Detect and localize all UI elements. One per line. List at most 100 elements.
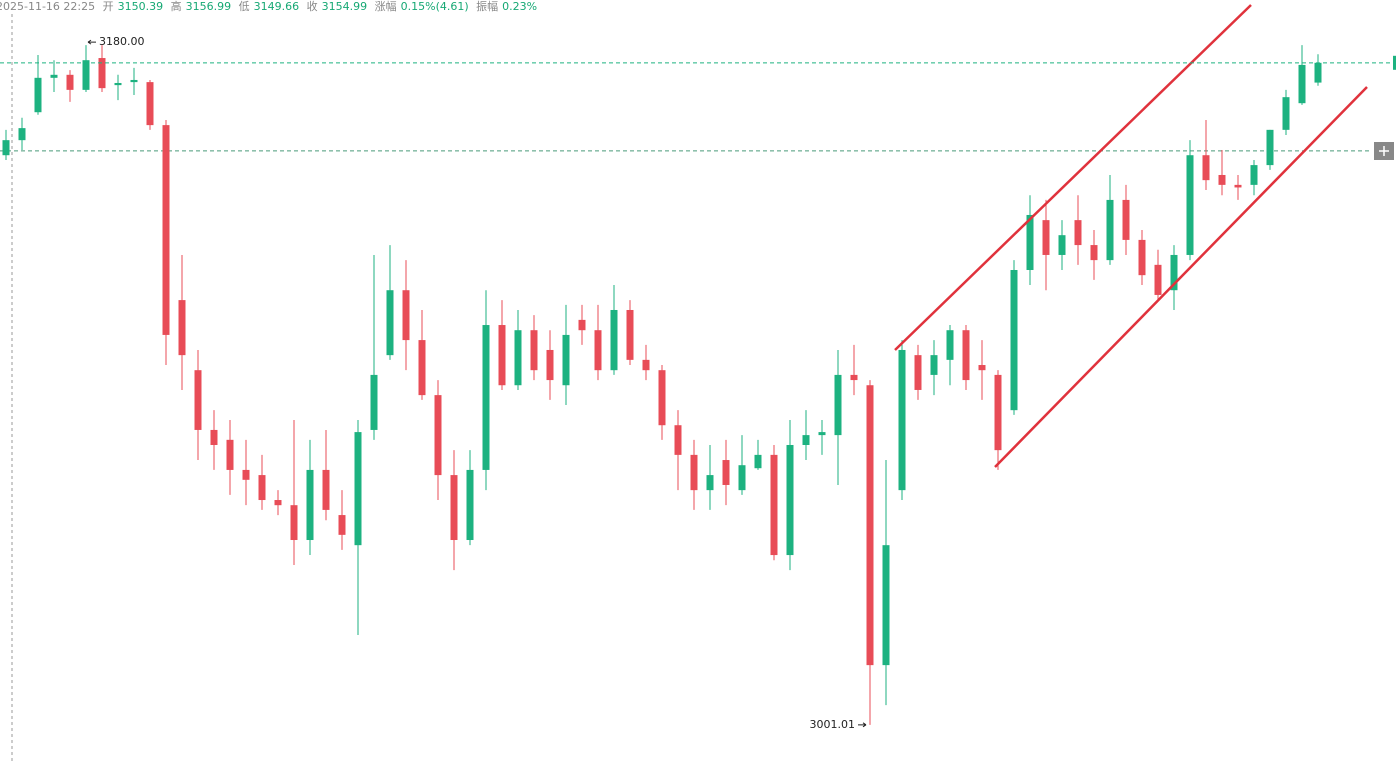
candle-body [754,454,762,469]
candle-body [626,309,634,360]
candle-body [562,334,570,386]
candle-body [1282,97,1290,130]
candles [0,45,1372,725]
candle-body [338,515,346,535]
candle-body [546,349,554,381]
candle-body [370,374,378,430]
candle-body [818,432,826,436]
max-arrow [87,39,96,45]
candle-body [1106,199,1114,261]
close-value: 3154.99 [321,0,368,13]
candle-body [194,370,202,430]
candle-body [1186,155,1194,255]
candle-body [226,439,234,470]
candle-body [706,475,714,491]
candle-body [2,140,10,156]
open-value: 3150.39 [117,0,164,13]
candle-body [82,60,90,90]
candle-body [210,429,218,445]
candle-body [898,349,906,491]
candle-body [1026,214,1034,271]
candle-body [770,454,778,556]
datetime: 2025-11-16 22:25 [0,0,96,13]
candle-body [658,370,666,426]
candle-body [978,365,986,371]
candle-body [466,469,474,541]
candle-body [914,355,922,390]
candle-body [786,444,794,556]
info-bar: 2025-11-16 22:25 开 3150.39 高 3156.99 低 3149… [0,0,541,14]
low-value: 3149.66 [253,0,300,13]
candle-body [578,319,586,331]
candle-body [946,330,954,360]
close-label: 收 [306,0,318,13]
high-value: 3156.99 [185,0,232,13]
candle-body [66,74,74,90]
candle-body [866,385,874,666]
candle-body [178,300,186,356]
candle-body [498,325,506,386]
min-arrow [858,722,867,728]
candle-body [386,290,394,356]
candle-body [354,432,362,546]
candle-body [306,469,314,541]
add-icon [1379,146,1389,156]
high-label: 高 [170,0,182,13]
candle-body [482,325,490,470]
candle-body [402,290,410,341]
candle-body [850,374,858,381]
candle-body [1058,235,1066,255]
candle-body [98,58,106,89]
candle-body [962,330,970,381]
candle-body [434,395,442,476]
candle-body [274,500,282,506]
candle-body [114,82,122,86]
candle-body [1170,254,1178,291]
candle-body [1266,129,1274,166]
change-label: 涨幅 [374,0,397,13]
channel-lower-line[interactable] [994,86,1368,468]
max-label: 3180.00 [99,35,145,48]
change-value: 0.15%(4.61) [400,0,469,13]
amplitude-value: 0.23% [502,0,538,13]
candle-body [1250,165,1258,185]
candle-body [34,77,42,113]
candle-body [242,469,250,480]
open-label: 开 [102,0,114,13]
last-price-tag [1393,55,1396,70]
channel-upper-line[interactable] [894,4,1252,351]
candle-body [146,82,154,126]
low-label: 低 [238,0,250,13]
candle-body [258,475,266,501]
candle-body [18,128,26,141]
candle-body [1314,62,1322,83]
candle-body [722,460,730,485]
candle-body [1154,264,1162,295]
amplitude-label: 振幅 [476,0,499,13]
candle-body [690,454,698,491]
candle-body [994,374,1002,451]
candle-body [610,309,618,371]
candle-body [738,465,746,491]
candle-body [642,359,650,371]
candle-body [1234,184,1242,188]
candle-body [1298,64,1306,104]
candle-body [450,475,458,541]
candle-body [514,330,522,386]
candle-body [1202,155,1210,181]
min-label: 3001.01 [810,718,856,731]
candle-body [322,469,330,510]
candle-body [1090,245,1098,261]
candle-body [418,340,426,396]
candle-body [834,374,842,436]
candle-body [530,330,538,371]
candle-body [50,74,58,78]
candle-body [290,505,298,541]
candle-body [1042,220,1050,255]
candle-body [130,79,138,83]
candle-body [1010,270,1018,411]
candle-body [1074,220,1082,246]
candle-body [1218,174,1226,185]
